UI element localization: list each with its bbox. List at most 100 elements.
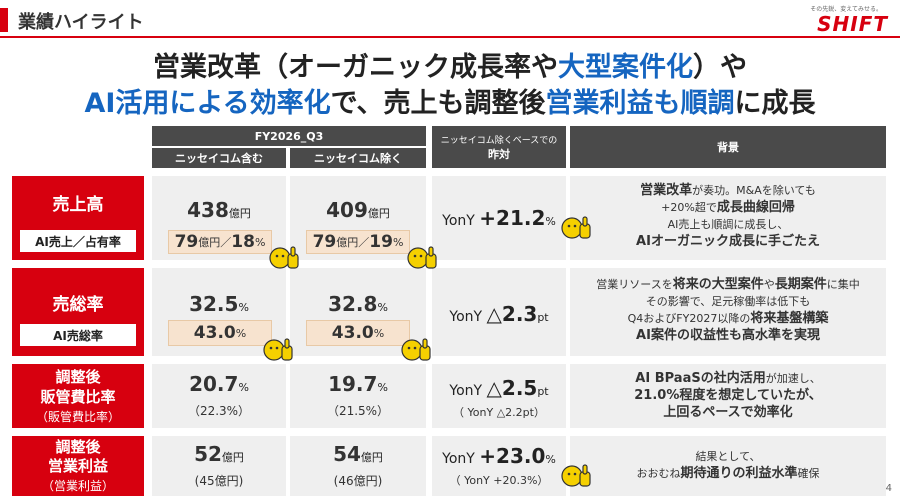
value-line: 32.5%: [152, 292, 286, 316]
bg-text: が加速し、: [765, 372, 821, 385]
background-text: AI BPaaSの社内活用が加速し、 21.0%程度を想定していたが、 上回るペ…: [570, 370, 886, 421]
cell-gross-background: 営業リソースを将来の大型案件や長期案件に集中 その影響で、足元稼働率は低下も Q…: [570, 268, 886, 356]
yoy-value: +23.0: [479, 444, 546, 468]
unit: 億円: [367, 207, 390, 220]
row-label-text: 販管費比率: [40, 388, 116, 406]
cell-op-yoy: YonY +23.0% （ YonY +20.3%）: [432, 436, 566, 496]
bg-text: が奏功。M&Aを除いても: [692, 184, 816, 197]
unit: 億円: [360, 451, 383, 464]
thumbs-up-mascot-icon: [407, 246, 437, 269]
bg-text: その影響で、足元稼働率は低下も: [645, 295, 811, 308]
shift-logo: SHIFT: [817, 12, 888, 36]
col-header-yoy: ニッセイコム除くベースでの 昨対: [432, 126, 566, 168]
ai-value: 79: [312, 232, 337, 252]
background-text: 営業リソースを将来の大型案件や長期案件に集中 その影響で、足元稼働率は低下も Q…: [570, 276, 886, 344]
headline-highlight: AI活用による効率化: [84, 88, 331, 119]
unit: %: [373, 326, 385, 340]
yoy-value: +21.2: [479, 206, 546, 230]
row-label-text: 調整後: [55, 438, 101, 456]
period-header: FY2026_Q3: [152, 126, 426, 146]
value-line: 20.7%: [152, 372, 286, 396]
yoy-prefix: YonY: [449, 383, 483, 399]
cell-gross-yoy: YonY △2.3pt: [432, 268, 566, 356]
page-title: 業績ハイライト: [18, 12, 144, 33]
unit: %: [235, 326, 247, 340]
thumbs-up-mascot-icon: [269, 246, 299, 269]
unit: 億円／: [198, 236, 232, 249]
row-label-sales: 売上高 AI売上／占有率: [12, 176, 144, 260]
bg-text: おおむね: [636, 467, 681, 480]
bg-bold: 21.0%程度を想定していたが、: [634, 388, 822, 403]
headline-text: ）や: [693, 52, 747, 83]
yoy-line: YonY △2.3pt: [432, 302, 566, 326]
unit: %: [392, 235, 404, 249]
row-label-sga: 調整後 販管費比率 （販管費比率）: [12, 364, 144, 428]
bg-bold: 将来の大型案件: [672, 277, 764, 292]
bg-text: や: [763, 278, 775, 291]
yoy-prefix: YonY: [442, 451, 475, 467]
bg-bold: 成長曲線回帰: [716, 200, 795, 215]
bg-text: AI売上も順調に成長し、: [667, 218, 789, 231]
unit: 億円: [221, 451, 244, 464]
thumbs-up-mascot-icon: [561, 216, 591, 239]
logo-tagline: その先鋭、変えてみせる。: [810, 6, 882, 13]
yoy-line: YonY +21.2%: [432, 206, 566, 230]
yoy-line: YonY +23.0%: [432, 444, 566, 468]
ai-share-box-excl: 79 億円／ 19%: [306, 230, 410, 254]
cell-sales-background: 営業改革が奏功。M&Aを除いても +20%超で成長曲線回帰 AI売上も順調に成長…: [570, 176, 886, 260]
unit: %: [545, 453, 556, 466]
bg-bold: AI案件の収益性も高水準を実現: [636, 328, 820, 343]
cell-sga-excl: 19.7% （21.5%）: [290, 364, 426, 428]
headline-line-2: AI活用による効率化で、売上も調整後営業利益も順調に成長: [0, 88, 900, 120]
value-line: 52億円: [152, 442, 286, 466]
row-sublabel-pill: AI売上／占有率: [20, 230, 136, 252]
header-accent-bar: [0, 8, 8, 32]
bg-bold: 営業改革: [640, 183, 693, 198]
yoy-sub: （ YonY △2.2pt）: [453, 406, 545, 419]
row-label-op: 調整後 営業利益 （営業利益）: [12, 436, 144, 496]
value: 32.8: [328, 292, 378, 316]
bg-text: Q4およびFY2027以降の: [627, 312, 751, 325]
share-value: 18: [231, 232, 255, 252]
headline-text: 営業改革（オーガニック成長率や: [153, 52, 558, 83]
unit: pt: [537, 311, 549, 324]
unit: %: [238, 381, 249, 394]
headline-highlight: 営業利益も順調: [545, 88, 735, 119]
yoy-sub: （ YonY +20.3%）: [449, 474, 549, 487]
cell-op-incl: 52億円 (45億円): [152, 436, 286, 496]
unit: %: [377, 381, 388, 394]
bg-bold: AIオーガニック成長に手ごたえ: [636, 234, 820, 249]
unit: %: [238, 301, 249, 314]
unit: pt: [537, 385, 549, 398]
thumbs-up-mascot-icon: [401, 338, 431, 361]
ai-share-box-incl: 79 億円／ 18%: [168, 230, 272, 254]
unit: %: [377, 301, 388, 314]
ai-value: 79: [174, 232, 199, 252]
ai-value: 43.0: [331, 323, 374, 343]
value: 409: [326, 198, 368, 222]
cell-op-background: 結果として、 おおむね期待通りの利益水準確保: [570, 436, 886, 496]
yoy-header-sub: ニッセイコム除くベースでの: [440, 135, 558, 146]
ai-value: 43.0: [193, 323, 236, 343]
page-number: 4: [885, 483, 892, 494]
value-line: 438億円: [152, 198, 286, 222]
row-label-text: 売総率: [52, 295, 104, 315]
col-header-incl: ニッセイコム含む: [152, 148, 286, 168]
value: 52: [194, 442, 222, 466]
unit: 億円／: [336, 236, 370, 249]
row-label-gross: 売総率 AI売総率: [12, 268, 144, 356]
cell-sales-yoy: YonY +21.2%: [432, 176, 566, 260]
prev-value: (45億円): [194, 474, 244, 488]
col-header-background: 背景: [570, 126, 886, 168]
ai-margin-box-excl: 43.0%: [306, 320, 410, 346]
yoy-prefix: YonY: [442, 213, 475, 229]
unit: %: [254, 235, 266, 249]
bg-bold: AI BPaaSの社内活用: [635, 371, 766, 386]
bg-bold: 上回るペースで効率化: [663, 405, 793, 420]
background-text: 営業改革が奏功。M&Aを除いても +20%超で成長曲線回帰 AI売上も順調に成長…: [570, 182, 886, 250]
bg-text: に集中: [826, 278, 860, 291]
row-label-text: 営業利益: [47, 457, 108, 475]
value-line: 19.7%: [290, 372, 426, 396]
row-label-sub: （営業利益）: [41, 479, 114, 493]
prev-value: (46億円): [333, 474, 383, 488]
